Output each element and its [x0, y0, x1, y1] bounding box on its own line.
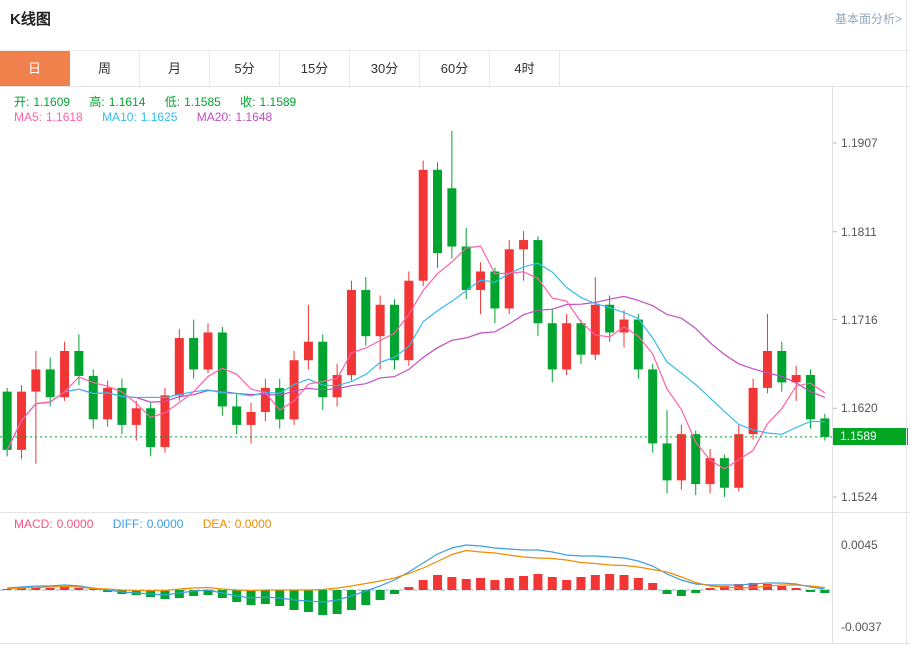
page-title: K线图	[10, 11, 51, 28]
dea-label: DEA:	[202, 517, 231, 531]
macd-label: MACD:	[14, 517, 53, 531]
open-label: 开:	[14, 95, 30, 109]
macd-axis-label-top: 0.0045	[841, 538, 878, 552]
macd-value: 0.0000	[56, 517, 94, 531]
macd-axis-label-bottom: -0.0037	[841, 620, 882, 634]
price-axis-label: 1.1811	[841, 224, 877, 239]
panel-divider-line	[0, 512, 910, 513]
ma10-value: 1.1625	[140, 110, 178, 124]
dea-value: 0.0000	[234, 517, 272, 531]
axis-divider-line	[832, 86, 833, 644]
page-header: K线图 基本面分析>	[0, 0, 910, 44]
tab-30min[interactable]: 30分	[350, 51, 420, 86]
ma20-value: 1.1648	[235, 110, 273, 124]
tab-4hour[interactable]: 4时	[490, 51, 560, 86]
tab-day[interactable]: 日	[0, 51, 70, 86]
fundamental-analysis-link[interactable]: 基本面分析>	[834, 12, 902, 26]
ohlc-legend: 开: 1.1609 高: 1.1614 低: 1.1585 收: 1.1589	[14, 93, 312, 110]
price-axis-label: 1.1620	[841, 401, 878, 416]
ma20-label: MA20:	[196, 110, 232, 124]
price-axis-label: 1.1907	[841, 136, 878, 150]
close-value: 1.1589	[259, 95, 297, 109]
right-border-line	[906, 0, 907, 645]
high-value: 1.1614	[108, 95, 146, 109]
ma10-label: MA10:	[102, 110, 137, 124]
open-value: 1.1609	[33, 95, 71, 109]
macd-legend: MACD: 0.0000 DIFF: 0.0000 DEA: 0.0000	[14, 517, 287, 531]
price-axis-label: 1.1716	[841, 312, 878, 327]
current-price-tag: 1.1589	[833, 427, 908, 445]
tab-15min[interactable]: 15分	[280, 51, 350, 86]
diff-label: DIFF:	[112, 517, 143, 531]
tab-month[interactable]: 月	[140, 51, 210, 86]
ma5-label: MA5:	[14, 110, 43, 124]
macd-layer	[0, 544, 832, 615]
price-axis-label: 1.1524	[841, 490, 878, 504]
candles-layer	[2, 130, 830, 497]
period-tabs: 日 周 月 5分 15分 30分 60分 4时	[0, 50, 910, 87]
ma5-value: 1.1618	[46, 110, 83, 124]
low-label: 低:	[164, 95, 181, 109]
high-label: 高:	[89, 95, 105, 109]
low-value: 1.1585	[184, 95, 221, 109]
ma-lines-layer	[6, 245, 826, 470]
tab-week[interactable]: 周	[70, 51, 140, 86]
bottom-border-line	[0, 643, 910, 644]
close-label: 收:	[240, 95, 256, 109]
diff-value: 0.0000	[146, 517, 184, 531]
tab-5min[interactable]: 5分	[210, 51, 280, 86]
tab-60min[interactable]: 60分	[420, 51, 490, 86]
ma-legend: MA5: 1.1618 MA10: 1.1625 MA20: 1.1648	[14, 110, 288, 124]
